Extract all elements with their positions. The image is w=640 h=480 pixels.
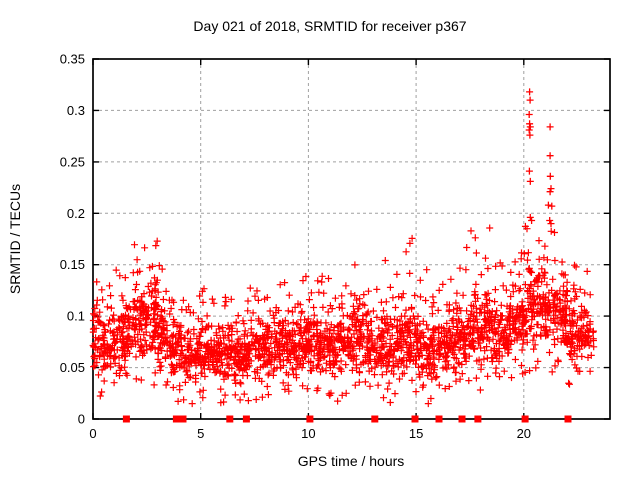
zero-marker-square [411, 415, 419, 423]
outlier-points [386, 88, 556, 406]
y-tick-label: 0.15 [60, 257, 85, 272]
zero-value-markers [122, 415, 572, 423]
y-tick-label: 0.35 [60, 52, 85, 67]
zero-marker-square [521, 415, 529, 423]
zero-marker-square [172, 415, 180, 423]
x-tick-label: 10 [301, 426, 315, 441]
chart-title: Day 021 of 2018, SRMTID for receiver p36… [193, 18, 467, 34]
y-tick-label: 0.3 [67, 103, 85, 118]
axis-ticks [92, 58, 610, 420]
x-tick-label: 15 [409, 426, 423, 441]
zero-marker-square [564, 415, 572, 423]
zero-marker-square [242, 415, 250, 423]
grid-lines [93, 59, 610, 419]
zero-marker-square [179, 415, 187, 423]
y-tick-label: 0 [78, 412, 85, 427]
y-tick-label: 0.2 [67, 206, 85, 221]
zero-marker-square [371, 415, 379, 423]
y-tick-label: 0.1 [67, 309, 85, 324]
zero-marker-square [306, 415, 314, 423]
zero-marker-square [458, 415, 466, 423]
tick-labels: 0 0.05 0.1 0.15 0.2 0.25 0.3 0.35 0 5 10 15 20 [60, 52, 531, 442]
plot-border [92, 58, 611, 420]
y-axis-title: SRMTID / TECUs [7, 183, 23, 295]
x-tick-label: 0 [89, 426, 96, 441]
zero-marker-square [122, 415, 130, 423]
y-tick-label: 0.05 [60, 360, 85, 375]
x-tick-label: 5 [197, 426, 204, 441]
zero-marker-square [435, 415, 443, 423]
x-tick-label: 20 [517, 426, 531, 441]
zero-marker-square [226, 415, 234, 423]
x-axis-title: GPS time / hours [297, 453, 405, 469]
y-tick-label: 0.25 [60, 154, 85, 169]
data-points [89, 222, 598, 408]
zero-marker-square [474, 415, 482, 423]
